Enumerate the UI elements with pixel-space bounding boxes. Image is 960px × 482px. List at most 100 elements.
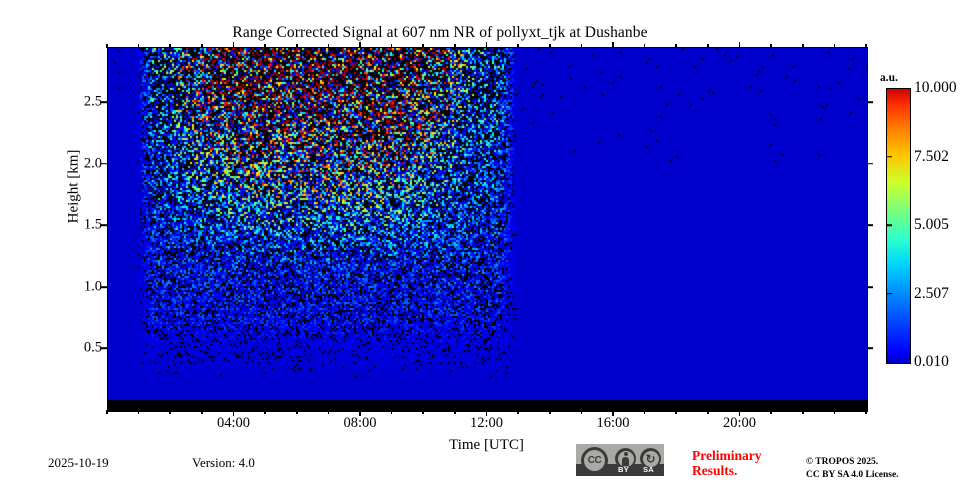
y-tick-mark bbox=[101, 224, 107, 227]
x-axis-label: Time [UTC] bbox=[449, 437, 524, 453]
x-tick-mark-top bbox=[517, 44, 519, 48]
cc-sa-label: SA bbox=[643, 465, 655, 474]
x-tick-mark-top bbox=[643, 44, 646, 48]
x-minor-tick-mark bbox=[770, 410, 772, 414]
cc-logo-text: CC bbox=[584, 450, 605, 471]
y-tick-mark bbox=[101, 286, 107, 288]
y-tick-label: 2.0 bbox=[83, 155, 102, 172]
colorbar-tick-label: 7.502 bbox=[914, 147, 949, 165]
x-minor-tick-mark bbox=[517, 410, 519, 414]
x-tick-mark-top bbox=[201, 44, 203, 48]
y-tick-mark bbox=[101, 101, 107, 104]
plot-area bbox=[107, 47, 868, 412]
person-icon bbox=[618, 451, 634, 467]
cc-sa-share-icon: ↻ bbox=[640, 448, 661, 469]
footer-date: 2025-10-19 bbox=[48, 455, 109, 470]
x-tick-mark-top bbox=[327, 44, 330, 48]
colorbar-tick-label: 5.005 bbox=[914, 216, 949, 233]
x-tick-label: 16:00 bbox=[596, 415, 630, 431]
x-tick-label: 12:00 bbox=[469, 415, 504, 431]
x-tick-label: 04:00 bbox=[216, 415, 251, 431]
x-tick-mark-top bbox=[865, 44, 867, 48]
y-tick-mark bbox=[101, 163, 107, 165]
x-axis-tick-labels: 04:00 08:00 12:00 16:00 20:00 bbox=[107, 415, 866, 437]
y-tick-mark bbox=[101, 347, 107, 350]
colorbar-tick-label: 0.010 bbox=[914, 353, 949, 370]
x-minor-tick-mark bbox=[201, 410, 203, 414]
x-tick-mark bbox=[232, 410, 235, 416]
x-minor-tick-mark bbox=[707, 410, 709, 414]
colorbar-tick-label: 2.507 bbox=[914, 284, 949, 302]
x-tick-mark-top bbox=[548, 44, 551, 48]
page-title: Range Corrected Signal at 607 nm NR of p… bbox=[232, 24, 648, 41]
x-tick-mark bbox=[359, 410, 361, 416]
x-minor-tick-mark bbox=[801, 410, 804, 414]
heatmap-canvas bbox=[108, 48, 867, 411]
x-tick-mark-top bbox=[454, 44, 456, 48]
colorbar-unit-label: a.u. bbox=[880, 72, 898, 84]
x-tick-mark-top bbox=[137, 44, 140, 48]
copyright-line-1: © TROPOS 2025. bbox=[806, 457, 879, 467]
x-minor-tick-mark bbox=[675, 410, 678, 414]
x-tick-mark-top bbox=[833, 44, 836, 48]
y-tick-mark-right bbox=[867, 347, 873, 350]
y-axis-ticks-right bbox=[866, 47, 874, 410]
copyright-notice: © TROPOS 2025. CC BY SA 4.0 License. bbox=[806, 456, 899, 482]
x-tick-mark bbox=[485, 410, 488, 416]
footer-version: Version: 4.0 bbox=[192, 455, 255, 470]
x-minor-tick-mark bbox=[643, 410, 646, 414]
x-tick-mark-top bbox=[232, 42, 235, 48]
x-tick-label: 20:00 bbox=[722, 415, 757, 431]
x-tick-mark-top bbox=[801, 44, 804, 48]
cc-by-label: BY bbox=[618, 465, 630, 474]
x-tick-label: 08:00 bbox=[343, 415, 377, 431]
y-tick-mark-right bbox=[867, 224, 873, 227]
x-tick-mark-top bbox=[264, 44, 266, 48]
preliminary-results-note: Preliminary Results. bbox=[692, 448, 762, 479]
cc-by-person-icon bbox=[615, 448, 636, 469]
x-minor-tick-mark bbox=[422, 410, 425, 414]
x-minor-tick-mark bbox=[264, 410, 266, 414]
y-tick-label: 0.5 bbox=[83, 339, 102, 356]
x-axis-ticks-top bbox=[106, 41, 867, 48]
x-tick-mark-top bbox=[707, 44, 709, 48]
colorbar-tick-mark bbox=[886, 292, 892, 295]
x-tick-mark bbox=[738, 410, 741, 416]
x-tick-mark-top bbox=[422, 44, 425, 48]
x-minor-tick-mark bbox=[580, 410, 583, 414]
x-tick-mark-top bbox=[106, 44, 108, 48]
x-tick-mark-top bbox=[612, 42, 614, 48]
cc-logo-icon: CC bbox=[581, 447, 608, 474]
y-axis-tick-labels: 0.5 1.0 1.5 2.0 2.5 bbox=[50, 47, 102, 410]
creative-commons-badge[interactable]: CC ↻ BY SA bbox=[576, 444, 664, 476]
x-minor-tick-mark bbox=[327, 410, 330, 414]
x-tick-mark-top bbox=[295, 44, 298, 48]
colorbar-tick-label: 10.000 bbox=[914, 79, 957, 96]
y-tick-label: 1.5 bbox=[83, 216, 102, 233]
x-tick-mark-top bbox=[770, 44, 772, 48]
x-minor-tick-mark bbox=[295, 410, 298, 414]
x-tick-mark-top bbox=[580, 44, 583, 48]
x-minor-tick-mark bbox=[137, 410, 140, 414]
copyright-line-2: CC BY SA 4.0 License. bbox=[806, 469, 899, 480]
x-axis-ticks bbox=[106, 410, 867, 418]
x-tick-mark-top bbox=[390, 44, 393, 48]
y-axis-ticks bbox=[99, 47, 107, 410]
x-tick-mark-top bbox=[675, 44, 678, 48]
x-minor-tick-mark bbox=[454, 410, 456, 414]
colorbar-tick-mark bbox=[886, 155, 892, 158]
colorbar-tick-mark bbox=[886, 224, 892, 226]
y-tick-mark-right bbox=[867, 163, 873, 165]
y-tick-label: 1.0 bbox=[83, 278, 102, 295]
x-tick-mark-top bbox=[359, 42, 361, 48]
x-tick-mark-top bbox=[169, 44, 172, 48]
colorbar bbox=[886, 88, 911, 364]
x-minor-tick-mark bbox=[865, 410, 867, 414]
x-minor-tick-mark bbox=[106, 410, 108, 414]
x-tick-mark bbox=[612, 410, 614, 416]
x-minor-tick-mark bbox=[548, 410, 551, 414]
x-minor-tick-mark bbox=[169, 410, 172, 414]
y-tick-mark-right bbox=[867, 286, 873, 288]
x-tick-mark-top bbox=[485, 42, 488, 48]
